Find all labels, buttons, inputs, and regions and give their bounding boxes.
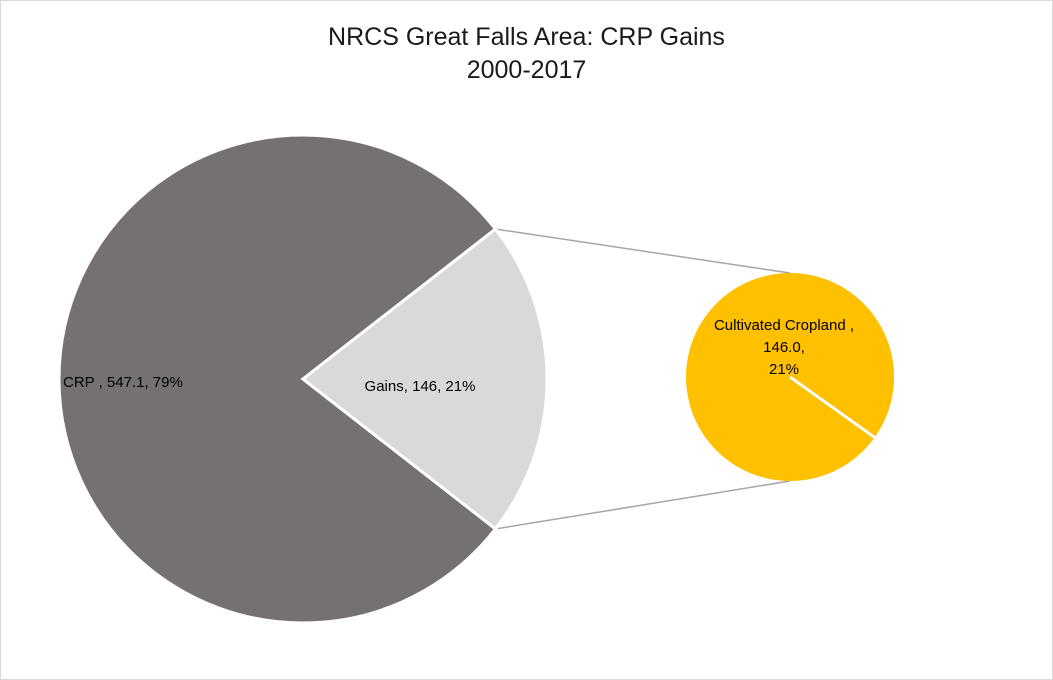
data-label-gains: Gains, 146, 21% [365,378,476,395]
pie-slice-gains [300,226,549,532]
data-label-crp: CRP , 547.1, 79% [63,374,183,391]
data-label-cultivated-cropland-line-3: 21% [769,361,799,378]
connector-line-top [495,228,791,274]
connector-line-bottom [495,480,791,530]
chart-title-line-2: 2000-2017 [466,56,587,84]
pie-slice-crp [57,133,498,625]
chart-title: NRCS Great Falls Area: CRP Gains 2000-20… [1,21,1052,87]
data-label-cultivated-cropland-line-2: 146.0, [763,339,805,356]
chart-title-line-1: NRCS Great Falls Area: CRP Gains [328,23,725,51]
secondary-slice-divider [789,375,876,439]
data-label-cultivated-cropland-line-1: Cultivated Cropland , [714,317,854,334]
